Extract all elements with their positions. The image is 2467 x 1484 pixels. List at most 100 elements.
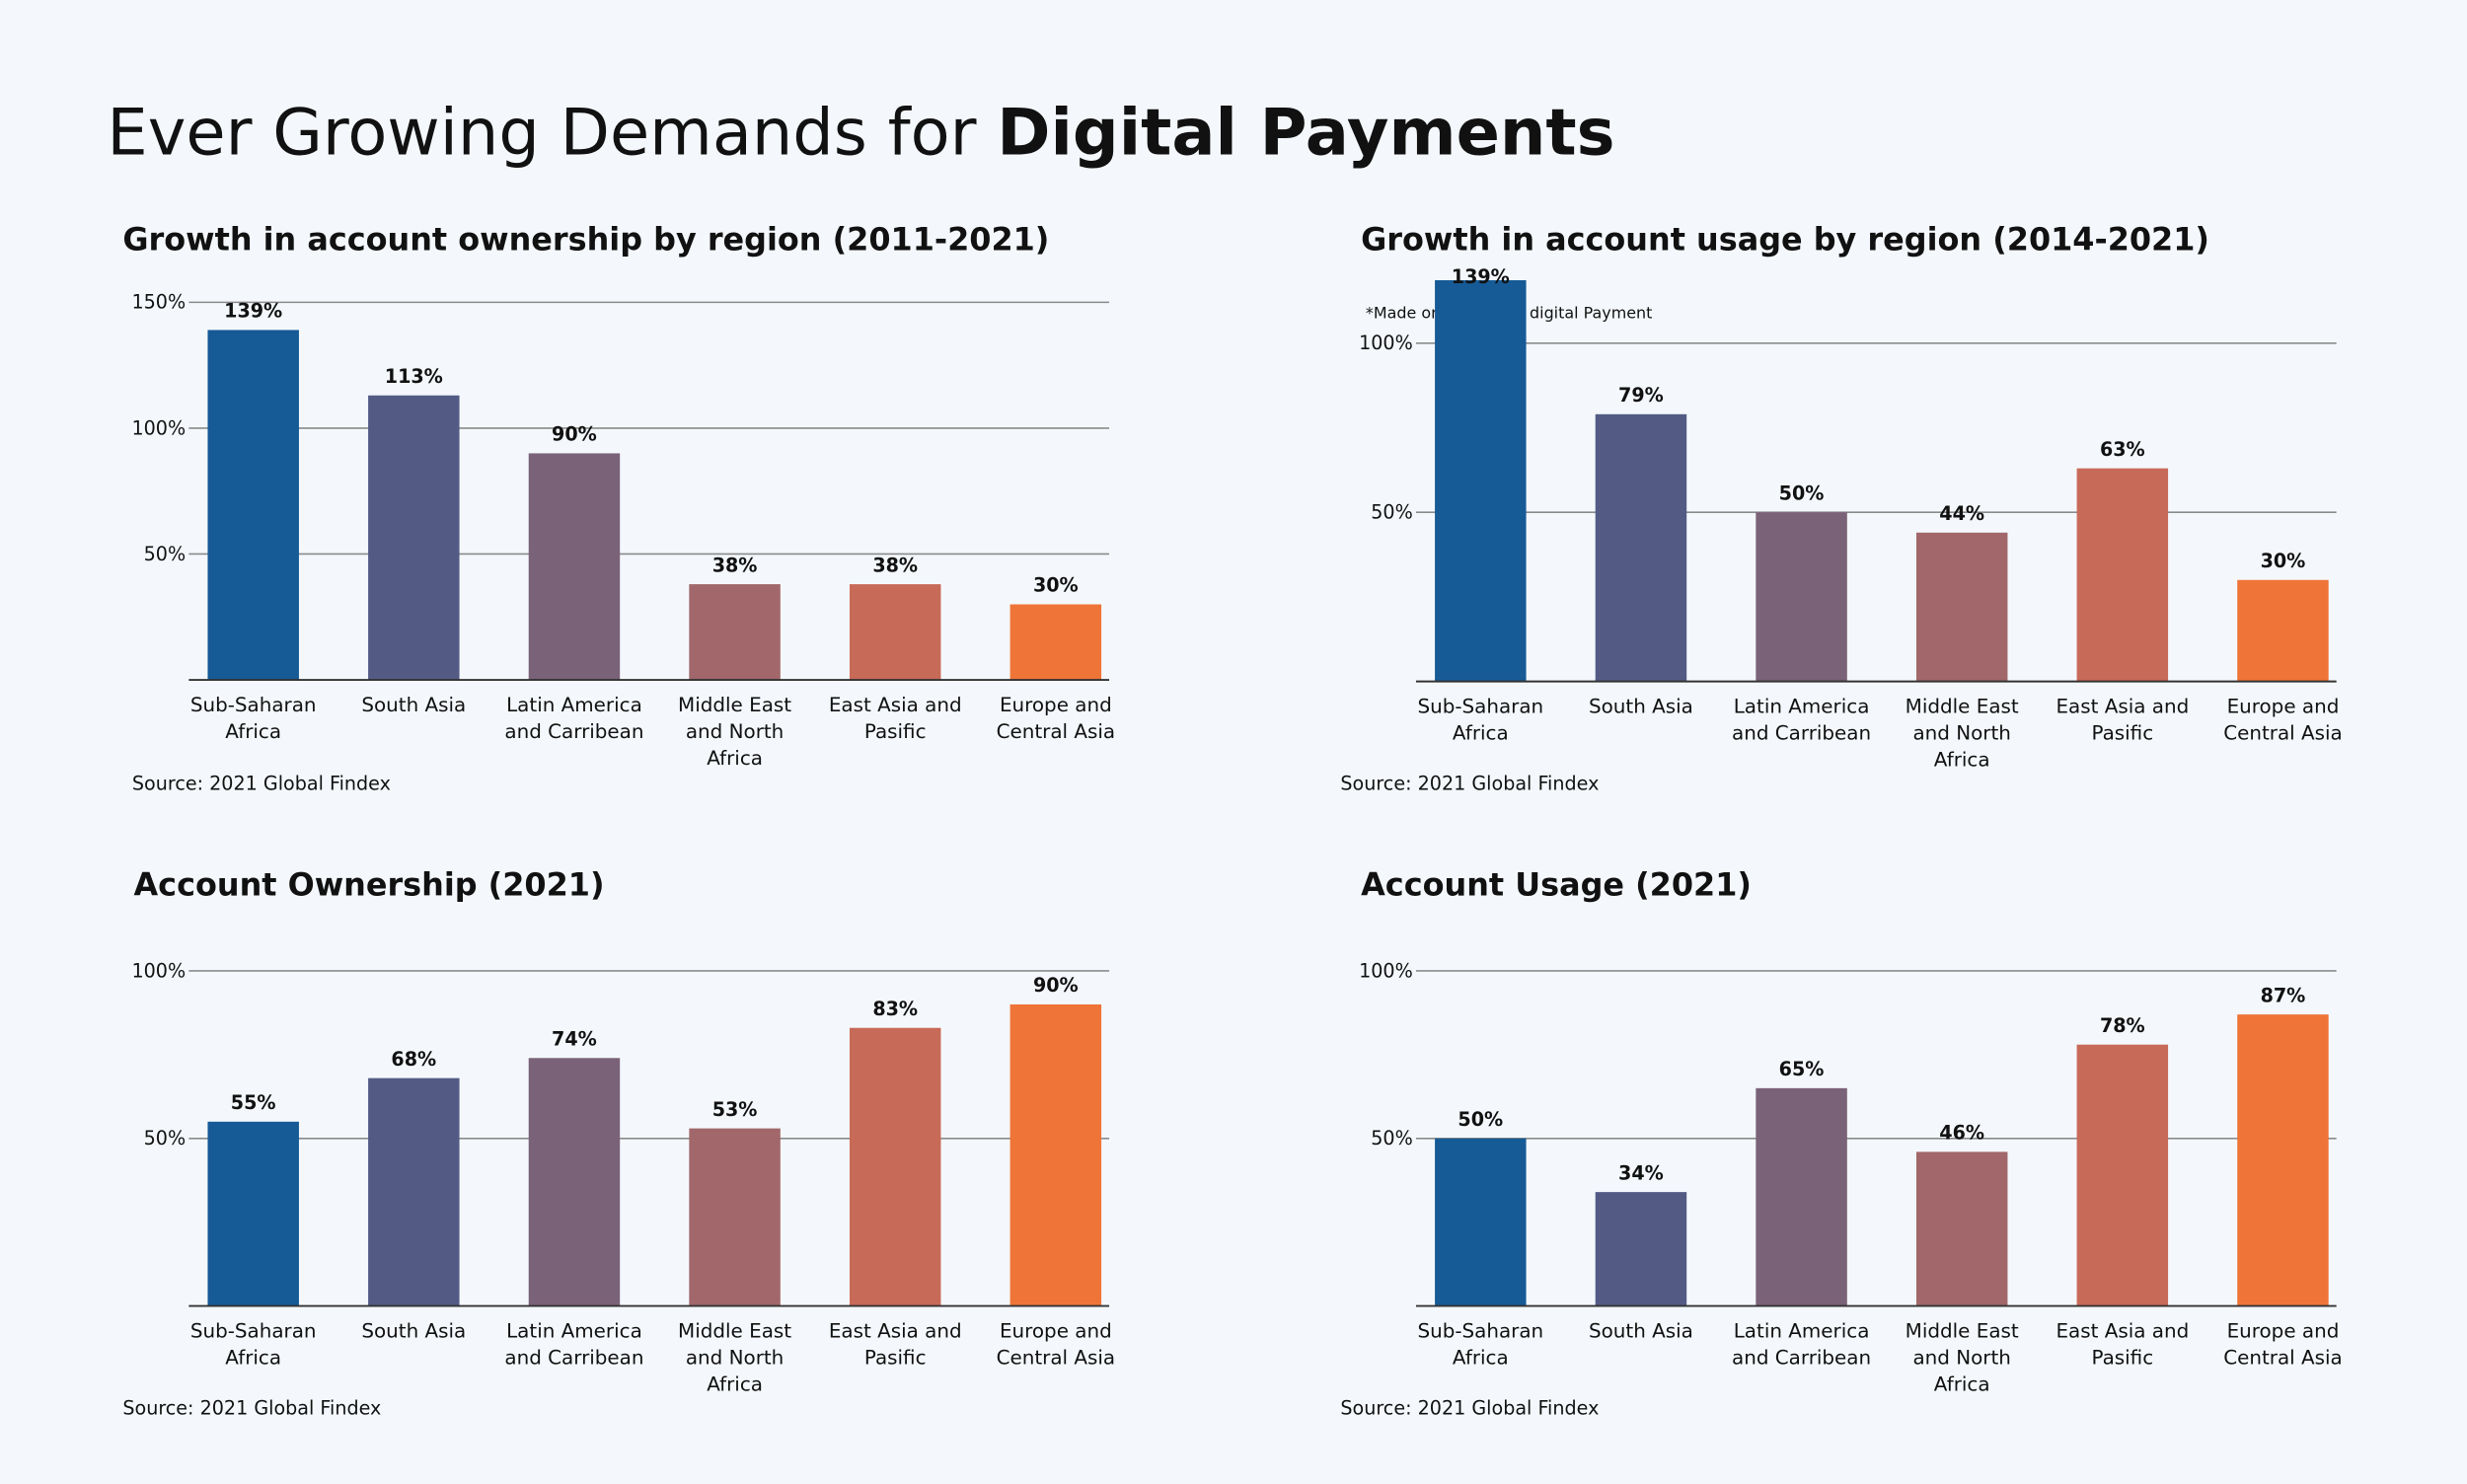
- x-tick-label: Sub-Saharan: [190, 694, 317, 716]
- bars: [207, 1003, 1102, 1306]
- x-tick-label: Africa: [707, 1373, 763, 1396]
- bar: [849, 1027, 941, 1306]
- x-tick-label: Europe and: [1000, 694, 1112, 716]
- bar: [1756, 512, 1847, 682]
- bar: [1595, 413, 1687, 682]
- chart-title: Growth in account ownership by region (2…: [122, 221, 1049, 259]
- bar: [849, 584, 941, 681]
- data-label: 90%: [1033, 974, 1079, 997]
- bar: [1915, 532, 2008, 682]
- bar: [1595, 1192, 1687, 1306]
- data-label: 55%: [231, 1091, 276, 1114]
- data-label: 113%: [385, 365, 443, 388]
- source-note: Source: 2021 Global Findex: [132, 773, 391, 795]
- y-tick-label: 100%: [131, 416, 186, 439]
- y-tick-label: 50%: [144, 543, 187, 565]
- data-label: 90%: [552, 423, 597, 446]
- bar: [1915, 1151, 2008, 1306]
- chart-title: Account Ownership (2021): [134, 865, 605, 903]
- x-tick-label: and North: [1912, 1347, 2010, 1370]
- y-tick-label: 50%: [144, 1127, 187, 1150]
- bar: [2237, 1014, 2329, 1306]
- x-tick-label: Africa: [1453, 1347, 1509, 1370]
- bar: [1435, 280, 1527, 682]
- data-label: 53%: [712, 1098, 758, 1121]
- x-tick-label: Africa: [707, 747, 763, 770]
- x-tick-label: South Asia: [1589, 1319, 1693, 1342]
- data-label: 30%: [2261, 550, 2306, 572]
- x-tick-label: Central Asia: [2223, 722, 2343, 745]
- x-tick-label: Middle East: [678, 694, 791, 716]
- data-label: 63%: [2100, 438, 2145, 461]
- x-tick-label: and Carribean: [504, 720, 643, 743]
- bars: [1435, 280, 2329, 682]
- data-label: 30%: [1033, 574, 1079, 597]
- bar: [368, 395, 460, 681]
- x-tick-label: Middle East: [678, 1319, 791, 1342]
- x-tick-label: Pasific: [864, 720, 927, 743]
- source-note: Source: 2021 Global Findex: [1340, 1397, 1599, 1420]
- x-tick-label: Latin America: [1734, 1319, 1870, 1342]
- x-tick-label: Pasific: [864, 1347, 927, 1370]
- data-label: 50%: [1779, 482, 1825, 504]
- x-tick-label: Middle East: [1906, 1319, 2019, 1342]
- chart-panel: Growth in account ownership by region (2…: [122, 221, 1115, 795]
- x-tick-label: Europe and: [2227, 1319, 2340, 1342]
- bar: [2076, 468, 2169, 682]
- chart-panel: Account Ownership (2021) 50% 100% 55% Sub-Sa…: [122, 865, 1115, 1419]
- chart-title: Account Usage (2021): [1361, 865, 1752, 903]
- x-tick-label: Latin America: [1734, 696, 1870, 718]
- x-tick-label: Pasific: [2091, 1347, 2153, 1370]
- bar: [207, 1121, 299, 1306]
- x-tick-label: and North: [1912, 722, 2010, 745]
- x-tick-label: Latin America: [506, 1319, 642, 1342]
- x-tick-label: and Carribean: [1732, 1347, 1871, 1370]
- bar: [2076, 1044, 2169, 1306]
- bar: [689, 1128, 781, 1306]
- x-tick-label: East Asia and: [2056, 696, 2189, 718]
- data-label: 38%: [712, 554, 758, 576]
- x-tick-label: East Asia and: [2056, 1319, 2189, 1342]
- title-emphasis: Digital Payments: [997, 95, 1614, 170]
- x-tick-label: South Asia: [361, 694, 466, 716]
- x-tick-label: Africa: [225, 720, 281, 743]
- x-tick-label: Sub-Saharan: [190, 1319, 317, 1342]
- x-tick-label: Africa: [1934, 1373, 1990, 1396]
- x-tick-label: Pasific: [2091, 722, 2153, 745]
- x-tick-label: and Carribean: [504, 1347, 643, 1370]
- data-label: 44%: [1939, 502, 1984, 525]
- x-tick-label: Central Asia: [997, 1347, 1116, 1370]
- bar: [1756, 1087, 1847, 1306]
- title-lead: Ever Growing Demands for: [107, 95, 976, 170]
- x-tick-label: Middle East: [1906, 696, 2019, 718]
- bar: [2237, 579, 2329, 682]
- chart-panel: Growth in account usage by region (2014-…: [1340, 221, 2343, 795]
- y-tick-label: 50%: [1371, 501, 1413, 524]
- x-tick-label: Europe and: [1000, 1319, 1112, 1342]
- y-tick-label: 100%: [1359, 959, 1413, 982]
- x-tick-label: Africa: [225, 1347, 281, 1370]
- data-label: 74%: [552, 1028, 597, 1051]
- bar: [368, 1077, 460, 1306]
- bar: [1009, 1003, 1102, 1306]
- data-label: 50%: [1458, 1108, 1503, 1131]
- x-tick-label: and North: [686, 1347, 784, 1370]
- bar: [528, 1058, 621, 1306]
- bar: [207, 330, 299, 681]
- data-label: 87%: [2261, 984, 2306, 1006]
- x-tick-label: South Asia: [361, 1319, 466, 1342]
- bar: [528, 453, 621, 681]
- data-label: 46%: [1939, 1122, 1984, 1145]
- chart-panel: Account Usage (2021) 50% 100% 50% Sub-Sahara…: [1340, 865, 2342, 1419]
- x-tick-label: Africa: [1934, 749, 1990, 772]
- data-label: 38%: [872, 554, 918, 576]
- data-label: 65%: [1779, 1058, 1825, 1080]
- x-tick-label: and Carribean: [1732, 722, 1871, 745]
- y-tick-label: 150%: [131, 291, 186, 314]
- x-tick-label: East Asia and: [829, 1319, 962, 1342]
- data-label: 78%: [2100, 1014, 2145, 1037]
- x-tick-label: Africa: [1453, 722, 1509, 745]
- x-tick-label: Central Asia: [997, 720, 1116, 743]
- data-label: 139%: [1452, 265, 1510, 288]
- y-tick-label: 100%: [1359, 332, 1413, 354]
